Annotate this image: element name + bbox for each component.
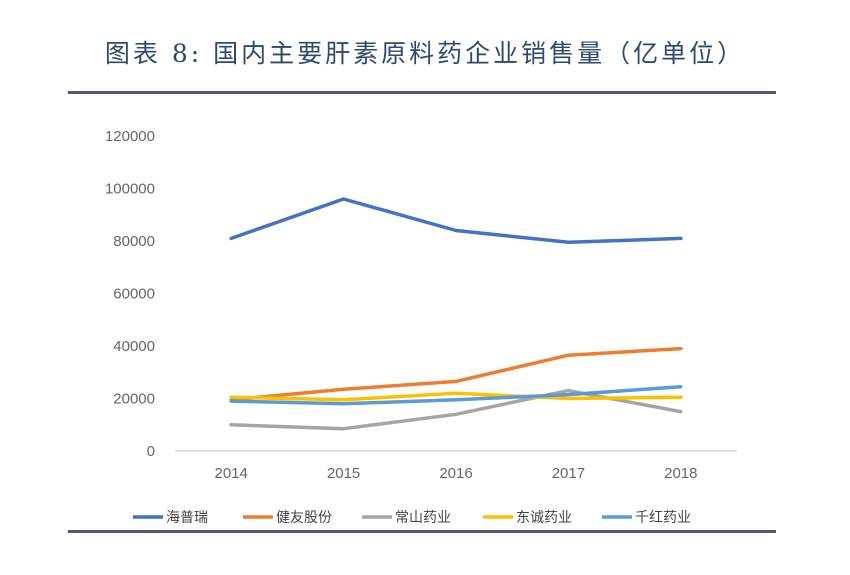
series-line-1 [229,197,683,245]
series-line-4 [229,391,683,402]
y-tick-label: 0 [147,443,155,460]
bottom-divider [68,530,776,533]
legend: 海普瑞 健友股份 常山药业 东诚药业 千红药业 [133,510,691,526]
y-tick-label: 100000 [105,181,155,198]
y-axis-ticks: 0 20000 40000 60000 80000 100000 120000 [105,128,155,460]
title-divider [68,91,776,94]
legend-label: 海普瑞 [166,510,208,526]
legend-item: 健友股份 [243,510,332,526]
y-tick-label: 120000 [105,128,155,145]
legend-label: 千红药业 [635,510,691,526]
x-tick-label: 2014 [215,465,248,482]
x-axis-ticks: 2014 2015 2016 2017 2018 [215,465,698,482]
legend-label: 常山药业 [395,510,451,526]
legend-item: 东诚药业 [483,510,572,526]
x-tick-label: 2015 [327,465,360,482]
legend-item: 海普瑞 [133,510,208,526]
series-lines [229,197,683,431]
x-tick-label: 2018 [664,465,697,482]
x-tick-label: 2016 [439,465,472,482]
legend-item: 常山药业 [362,510,451,526]
legend-item: 千红药业 [602,510,691,526]
legend-label: 东诚药业 [516,510,572,526]
chart-title: 图表 8: 国内主要肝素原料药企业销售量（亿单位） [104,39,746,68]
y-tick-label: 20000 [113,391,155,408]
y-tick-label: 80000 [113,233,155,250]
y-tick-label: 60000 [113,286,155,303]
y-tick-label: 40000 [113,338,155,355]
x-tick-label: 2017 [552,465,585,482]
series-line-5 [229,384,683,406]
series-line-2 [229,346,683,402]
legend-label: 健友股份 [276,510,332,526]
